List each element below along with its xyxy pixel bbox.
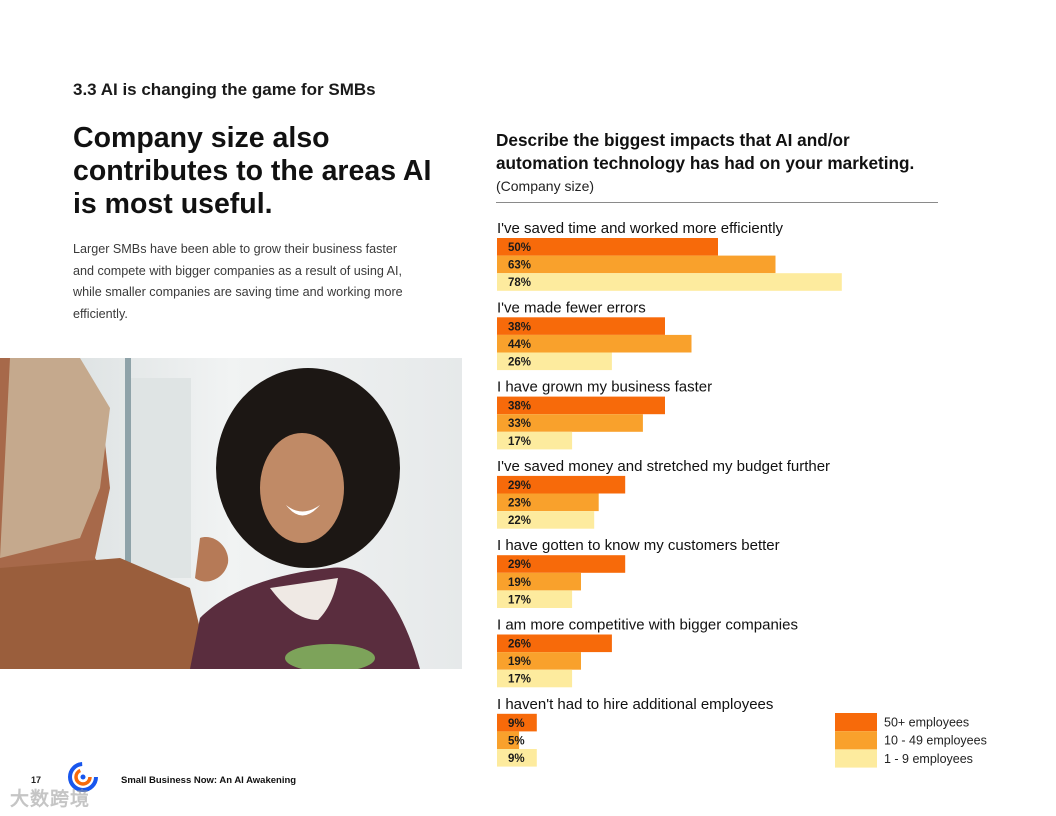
bar-medium bbox=[497, 255, 776, 274]
bar-large bbox=[497, 317, 665, 335]
body-paragraph: Larger SMBs have been able to grow their… bbox=[73, 242, 403, 321]
bar-medium bbox=[497, 572, 581, 591]
bar-medium bbox=[497, 731, 520, 749]
bar-value-label: 38% bbox=[508, 321, 531, 333]
legend-swatch bbox=[835, 749, 877, 768]
bar-small bbox=[497, 511, 595, 529]
bar-value-label: 33% bbox=[508, 418, 531, 430]
legend-swatch bbox=[835, 713, 877, 732]
category-label: I've saved money and stretched my budget… bbox=[497, 458, 830, 475]
bar-large bbox=[497, 634, 612, 653]
constant-contact-logo-icon bbox=[68, 762, 98, 792]
bar-large bbox=[497, 475, 626, 494]
bar-small bbox=[497, 669, 573, 688]
bar-value-label: 22% bbox=[508, 515, 531, 527]
category-label: I have grown my business faster bbox=[497, 379, 712, 396]
bar-value-label: 29% bbox=[508, 559, 531, 571]
bar-value-label: 19% bbox=[508, 656, 531, 668]
bar-small bbox=[497, 590, 573, 608]
bar-value-label: 44% bbox=[508, 339, 531, 351]
bar-value-label: 63% bbox=[508, 260, 531, 272]
bar-value-label: 17% bbox=[508, 674, 531, 686]
category-label: I've saved time and worked more efficien… bbox=[497, 220, 784, 237]
bar-small bbox=[497, 273, 842, 291]
chart-title: Describe the biggest impacts that AI and… bbox=[496, 130, 915, 173]
bar-value-label: 29% bbox=[508, 480, 531, 492]
handshake-photo-icon bbox=[0, 358, 462, 669]
bar-medium bbox=[497, 414, 643, 432]
bar-small bbox=[497, 749, 537, 767]
handshake-photo bbox=[0, 358, 462, 669]
legend-label: 10 - 49 employees bbox=[884, 734, 987, 748]
bar-medium bbox=[497, 334, 692, 353]
bar-value-label: 26% bbox=[508, 639, 531, 651]
bar-value-label: 78% bbox=[508, 277, 531, 289]
section-title: 3.3 AI is changing the game for SMBs bbox=[73, 80, 376, 99]
bar-medium bbox=[497, 652, 581, 670]
category-label: I haven't had to hire additional employe… bbox=[497, 696, 773, 713]
bar-large bbox=[497, 238, 718, 256]
bar-large bbox=[497, 555, 626, 573]
category-label: I am more competitive with bigger compan… bbox=[497, 617, 798, 634]
bar-value-label: 19% bbox=[508, 577, 531, 589]
legend-label: 50+ employees bbox=[884, 716, 969, 730]
page-headline: Company size also contributes to the are… bbox=[73, 122, 432, 220]
page-number: 17 bbox=[31, 775, 42, 785]
bar-value-label: 17% bbox=[508, 594, 531, 606]
bar-value-label: 5% bbox=[508, 735, 525, 747]
chart-subtitle: (Company size) bbox=[496, 178, 595, 194]
category-label: I have gotten to know my customers bette… bbox=[497, 537, 780, 554]
bar-large bbox=[497, 713, 537, 732]
publication-title: Small Business Now: An AI Awakening bbox=[121, 775, 297, 786]
bar-value-label: 38% bbox=[508, 401, 531, 413]
category-label: I've made fewer errors bbox=[497, 299, 646, 316]
bar-small bbox=[497, 352, 612, 371]
bar-value-label: 50% bbox=[508, 242, 531, 254]
bar-large bbox=[497, 396, 665, 415]
legend-swatch bbox=[835, 731, 877, 750]
chart-divider bbox=[496, 202, 938, 203]
bar-value-label: 26% bbox=[508, 357, 531, 369]
bar-small bbox=[497, 431, 573, 450]
bar-value-label: 23% bbox=[508, 498, 531, 510]
legend-label: 1 - 9 employees bbox=[884, 752, 973, 766]
bar-value-label: 9% bbox=[508, 718, 525, 730]
bar-value-label: 9% bbox=[508, 753, 525, 765]
watermark-text: 大数跨境 bbox=[10, 788, 91, 810]
bar-value-label: 17% bbox=[508, 436, 531, 448]
bar-medium bbox=[497, 493, 599, 512]
